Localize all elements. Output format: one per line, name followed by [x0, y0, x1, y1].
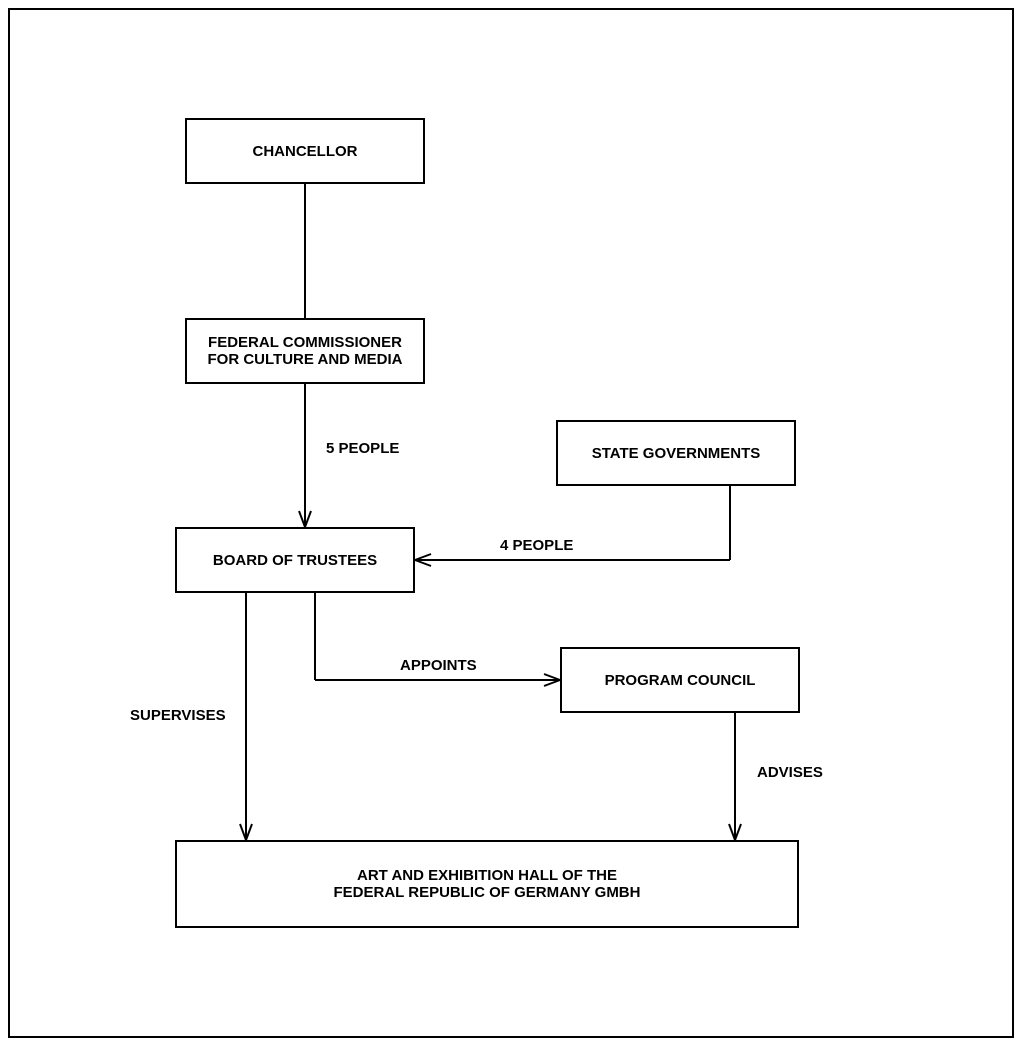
edge-label-5-people: 5 PEOPLE [326, 440, 399, 457]
node-state-governments: STATE GOVERNMENTS [556, 420, 796, 486]
node-label: CHANCELLOR [253, 143, 358, 160]
node-label: BOARD OF TRUSTEES [213, 552, 377, 569]
node-board-of-trustees: BOARD OF TRUSTEES [175, 527, 415, 593]
edge-label-advises: ADVISES [757, 764, 823, 781]
edge-label-appoints: APPOINTS [400, 657, 477, 674]
diagram-canvas: CHANCELLOR FEDERAL COMMISSIONER FOR CULT… [0, 0, 1022, 1046]
node-chancellor: CHANCELLOR [185, 118, 425, 184]
edge-label-4-people: 4 PEOPLE [500, 537, 573, 554]
node-label: ART AND EXHIBITION HALL OF THE FEDERAL R… [334, 867, 641, 901]
node-label: STATE GOVERNMENTS [592, 445, 761, 462]
node-art-hall: ART AND EXHIBITION HALL OF THE FEDERAL R… [175, 840, 799, 928]
edge-label-supervises: SUPERVISES [130, 707, 226, 724]
node-federal-commissioner: FEDERAL COMMISSIONER FOR CULTURE AND MED… [185, 318, 425, 384]
node-label: PROGRAM COUNCIL [605, 672, 756, 689]
node-label: FEDERAL COMMISSIONER FOR CULTURE AND MED… [208, 334, 403, 368]
node-program-council: PROGRAM COUNCIL [560, 647, 800, 713]
